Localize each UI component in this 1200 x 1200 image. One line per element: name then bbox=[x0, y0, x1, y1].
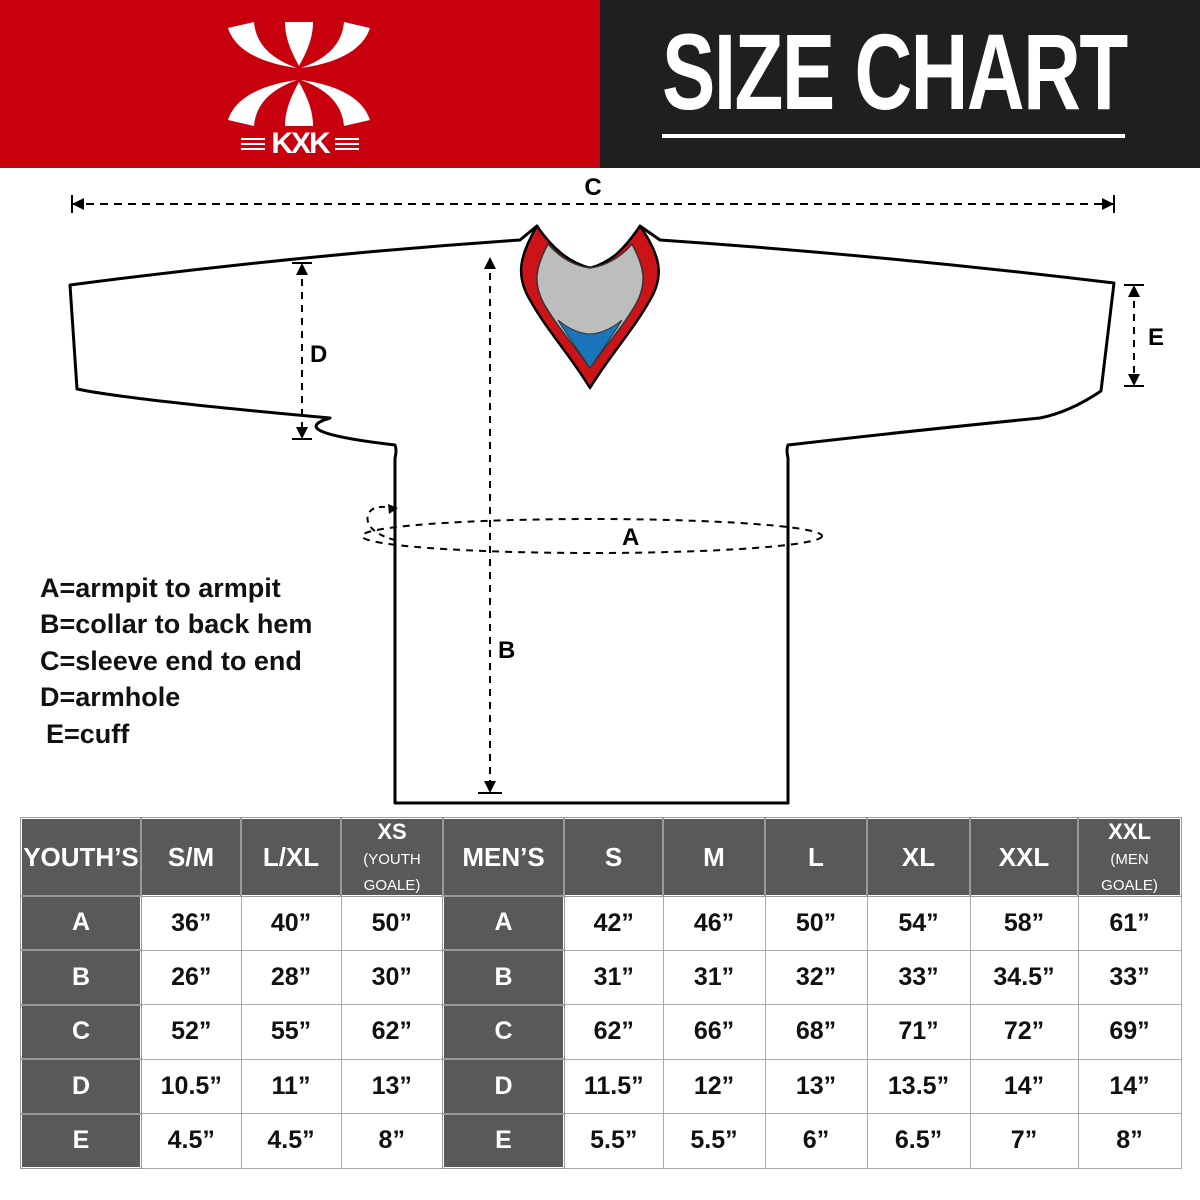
svg-text:A: A bbox=[622, 524, 639, 551]
svg-text:B: B bbox=[498, 637, 515, 664]
svg-text:D: D bbox=[310, 341, 327, 368]
svg-text:C: C bbox=[584, 175, 601, 201]
svg-text:E: E bbox=[1148, 324, 1164, 351]
